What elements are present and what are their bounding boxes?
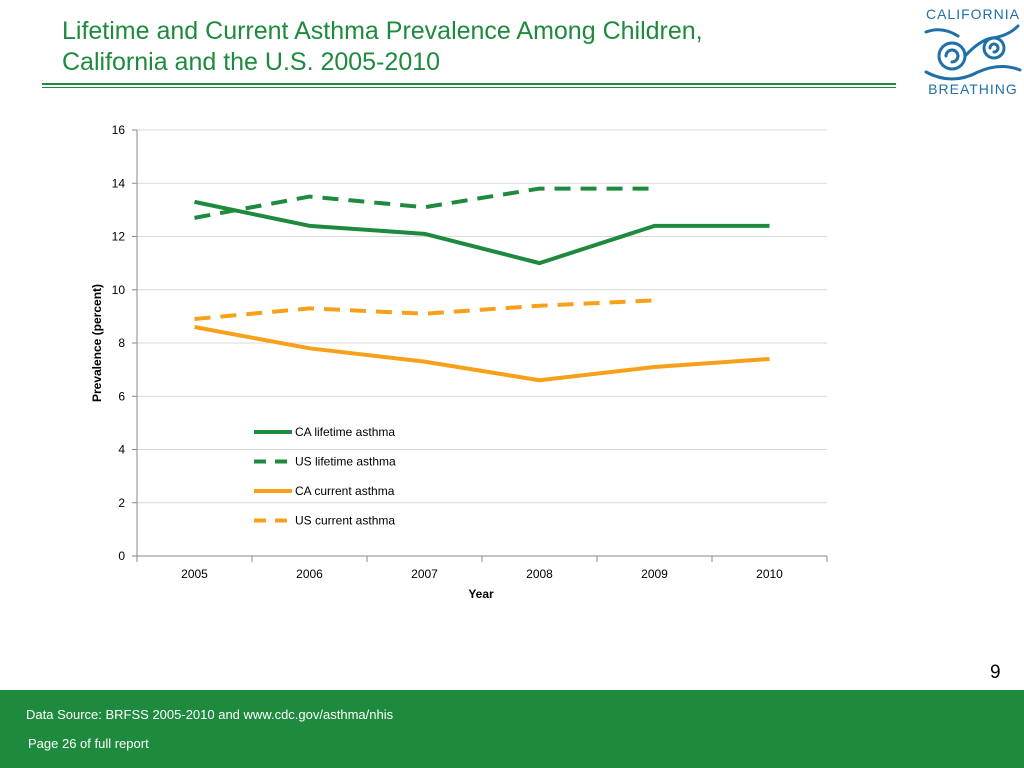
series-line: [194, 325, 770, 383]
y-axis: 0 2 4 6 8 10 12 14 16: [112, 123, 138, 563]
footer-bar: Data Source: BRFSS 2005-2010 and www.cdc…: [0, 690, 1024, 768]
y-tick-label: 0: [118, 549, 125, 563]
page-number: 9: [990, 662, 1001, 683]
x-tick-label: 2007: [411, 567, 438, 581]
x-tick-label: 2005: [181, 567, 208, 581]
page-title: Lifetime and Current Asthma Prevalence A…: [62, 16, 882, 78]
legend-label: US lifetime asthma: [295, 455, 396, 469]
series-line: [194, 199, 770, 266]
series-line: [194, 298, 655, 322]
page-reference-text: Page 26 of full report: [28, 736, 149, 751]
y-tick-label: 2: [118, 496, 125, 510]
x-tick-label: 2008: [526, 567, 553, 581]
series-line: [194, 186, 655, 220]
title-divider: [42, 83, 896, 85]
x-tick-label: 2006: [296, 567, 323, 581]
logo-bottom-text: BREATHING: [928, 81, 1018, 97]
swirl-icon: [924, 24, 1022, 81]
y-tick-label: 12: [112, 230, 126, 244]
title-line-1: Lifetime and Current Asthma Prevalence A…: [62, 17, 703, 45]
legend-label: CA current asthma: [295, 484, 395, 498]
x-tick-label: 2010: [756, 567, 783, 581]
title-divider-thin: [42, 87, 896, 88]
data-source-text: Data Source: BRFSS 2005-2010 and www.cdc…: [26, 707, 394, 722]
y-axis-label: Prevalence (percent): [90, 284, 104, 402]
y-tick-label: 14: [112, 176, 126, 190]
logo-top-text: CALIFORNIA: [926, 6, 1020, 22]
california-breathing-logo: CALIFORNIA BREATHING: [922, 0, 1024, 102]
x-tick-label: 2009: [641, 567, 668, 581]
y-tick-label: 10: [112, 283, 126, 297]
chart-legend: CA lifetime asthma US lifetime asthma CA c…: [254, 425, 396, 528]
x-axis-label: Year: [468, 587, 494, 601]
chart-series: [194, 186, 770, 383]
y-tick-label: 8: [118, 336, 125, 350]
legend-label: CA lifetime asthma: [295, 425, 395, 439]
title-line-2: California and the U.S. 2005-2010: [62, 48, 441, 76]
y-tick-label: 4: [118, 443, 125, 457]
asthma-prevalence-chart: 0 2 4 6 8 10 12 14 16 2005 2006 2007 2008 2009 2010 C…: [90, 123, 828, 601]
chart-gridlines: [137, 129, 827, 504]
y-tick-label: 6: [118, 389, 125, 403]
y-tick-label: 16: [112, 123, 126, 137]
legend-label: US current asthma: [295, 514, 395, 528]
x-axis: 2005 2006 2007 2008 2009 2010: [136, 555, 828, 581]
